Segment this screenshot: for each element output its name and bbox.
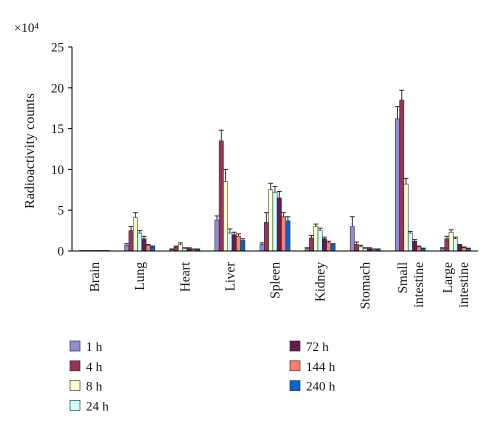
bar-4h-large-intestine	[444, 238, 450, 252]
bar-72h-spleen	[276, 197, 282, 252]
y-axis-title: Radioactivity counts	[23, 93, 38, 208]
legend-swatch-8h	[69, 380, 81, 391]
legend-label: 24 h	[86, 398, 109, 413]
bars	[79, 89, 471, 252]
bar-240h-spleen	[285, 220, 291, 252]
bar-4h-small-intestine	[399, 99, 405, 252]
y-axis: 0 5 10 15 20 25 ×10⁴ Radioactivity counts	[14, 20, 73, 259]
y-tick-label: 25	[51, 40, 64, 55]
y-tick-label: 15	[51, 121, 64, 136]
bar-4h-lung	[128, 230, 134, 252]
legend-label: 1 h	[86, 339, 103, 354]
bar-144h-spleen	[281, 216, 287, 252]
bar-8h-lung	[132, 217, 138, 252]
bar-72h-lung	[141, 238, 147, 252]
bar-8h-small-intestine	[403, 183, 409, 252]
legend-swatch-1h	[69, 340, 81, 352]
bar-72h-liver	[231, 234, 237, 252]
category-label-spleen: Spleen	[268, 262, 283, 299]
y-tick-label: 10	[51, 162, 64, 177]
category-label-brain: Brain	[87, 262, 102, 292]
category-label-liver: Liver	[222, 262, 237, 292]
bar-1h-small-intestine	[395, 118, 400, 252]
bar-240h-lung	[150, 246, 155, 252]
bar-24h-small-intestine	[407, 232, 413, 252]
y-tick-label: 0	[58, 244, 65, 259]
category-label-small-intestine: Small	[395, 262, 410, 294]
category-label-heart: Heart	[177, 262, 192, 292]
bar-4h-liver	[218, 140, 224, 252]
legend-label: 4 h	[86, 359, 103, 374]
bar-4h-heart	[173, 246, 179, 252]
bar-240h-kidney	[330, 244, 336, 252]
bar-1h-stomach	[349, 226, 355, 252]
bar-144h-lung	[145, 245, 151, 252]
legend-swatch-24h	[69, 400, 81, 411]
bar-8h-heart	[178, 244, 183, 252]
legend-swatch-4h	[69, 360, 81, 372]
bar-144h-liver	[236, 236, 241, 252]
bar-24h-large-intestine	[453, 238, 458, 252]
legend-swatch-72h	[289, 340, 301, 352]
legend-swatch-240h	[289, 380, 301, 391]
bar-24h-spleen	[272, 191, 278, 252]
bar-8h-stomach	[358, 246, 364, 252]
category-label-large-intestine: Large	[440, 262, 455, 293]
bar-1h-spleen	[259, 244, 265, 252]
category-label-stomach: Stomach	[358, 262, 373, 309]
bar-144h-kidney	[326, 242, 332, 252]
legend-label: 72 h	[306, 339, 329, 354]
y-tick-label: 5	[58, 203, 65, 218]
bar-24h-liver	[227, 232, 233, 252]
category-label-kidney: Kidney	[313, 262, 328, 302]
bar-24h-lung	[137, 232, 143, 252]
bar-72h-kidney	[322, 238, 327, 252]
bar-8h-spleen	[268, 189, 274, 252]
category-label-small-intestine: intestine	[411, 262, 426, 308]
bar-144h-small-intestine	[416, 246, 422, 252]
bar-240h-liver	[240, 240, 246, 252]
bar-4h-stomach	[354, 244, 360, 252]
legend-label: 240 h	[306, 379, 336, 394]
bar-8h-liver	[223, 181, 228, 252]
category-label-large-intestine: intestine	[456, 262, 471, 308]
bar-4h-kidney	[309, 237, 314, 252]
bar-4h-spleen	[264, 222, 269, 252]
bar-1h-lung	[124, 245, 130, 252]
y-tick-label: 20	[51, 80, 64, 95]
x-axis: Brain Lung Heart Liver Spleen Kidney Stomach Sm…	[72, 250, 478, 309]
bar-24h-kidney	[317, 230, 323, 252]
bar-1h-liver	[214, 219, 220, 252]
y-scale-label: ×10⁴	[14, 20, 39, 35]
bar-72h-large-intestine	[457, 245, 463, 252]
legend-label: 144 h	[306, 359, 336, 374]
bar-72h-small-intestine	[412, 240, 418, 252]
legend: 1 h 4 h 8 h 24 h 72 h 144 h 240 h	[69, 339, 336, 413]
legend-swatch-144h	[289, 360, 301, 372]
legend-label: 8 h	[86, 379, 103, 394]
category-label-lung: Lung	[132, 262, 147, 291]
bar-8h-large-intestine	[448, 231, 454, 252]
bar-8h-kidney	[313, 226, 319, 252]
